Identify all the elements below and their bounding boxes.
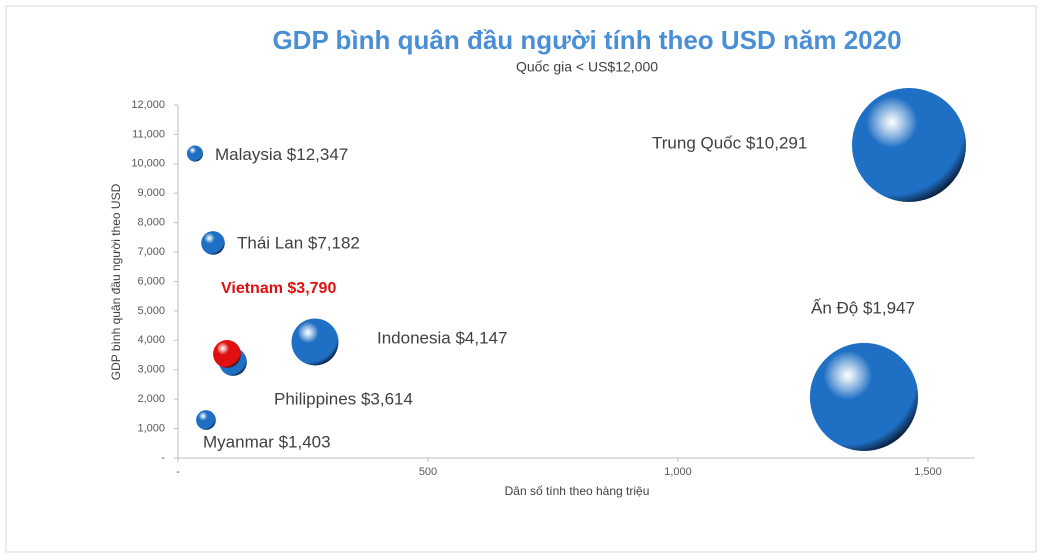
bubble-label: Thái Lan $7,182 — [237, 233, 360, 252]
y-axis-label: GDP bình quân đầu người theo USD — [109, 183, 123, 380]
bubble-label: Myanmar $1,403 — [203, 433, 331, 452]
chart-subtitle: Quốc gia < US$12,000 — [516, 59, 658, 75]
bubble-label: Indonesia $4,147 — [377, 328, 507, 347]
y-tick-label: 10,000 — [131, 158, 165, 170]
bubble-label: Malaysia $12,347 — [215, 145, 348, 164]
x-tick-label: - — [176, 466, 180, 478]
bubble — [201, 231, 225, 255]
y-tick-label: 4,000 — [137, 334, 165, 346]
bubble-label: Ấn Độ $1,947 — [811, 298, 915, 317]
chart-title: GDP bình quân đầu người tính theo USD nă… — [272, 25, 901, 55]
y-tick-label: 6,000 — [137, 275, 165, 287]
y-tick-label: 12,000 — [131, 99, 165, 111]
bubble — [186, 145, 204, 162]
bubble — [852, 88, 966, 203]
chart-border — [5, 5, 1037, 553]
x-tick-label: 500 — [419, 466, 437, 478]
bubble-label: Trung Quốc $10,291 — [652, 133, 807, 152]
y-tick-label: 1,000 — [137, 422, 165, 434]
y-tick-label: - — [161, 452, 165, 464]
y-tick-label: 9,000 — [137, 187, 165, 199]
bubble — [291, 318, 339, 366]
bubble-label: Vietnam $3,790 — [221, 280, 336, 297]
y-tick-label: 7,000 — [137, 246, 165, 258]
y-tick-label: 8,000 — [137, 217, 165, 229]
x-axis-label: Dân số tính theo hàng triệu — [505, 484, 650, 498]
bubble — [196, 410, 216, 430]
y-tick-label: 3,000 — [137, 364, 165, 376]
x-tick-label: 1,000 — [664, 466, 692, 478]
y-tick-label: 5,000 — [137, 305, 165, 317]
bubble — [213, 340, 241, 368]
bubble-label: Philippines $3,614 — [274, 389, 413, 408]
y-tick-label: 2,000 — [137, 393, 165, 405]
y-tick-label: 11,000 — [132, 128, 165, 140]
x-tick-label: 1,500 — [914, 466, 942, 478]
bubble — [809, 342, 919, 452]
